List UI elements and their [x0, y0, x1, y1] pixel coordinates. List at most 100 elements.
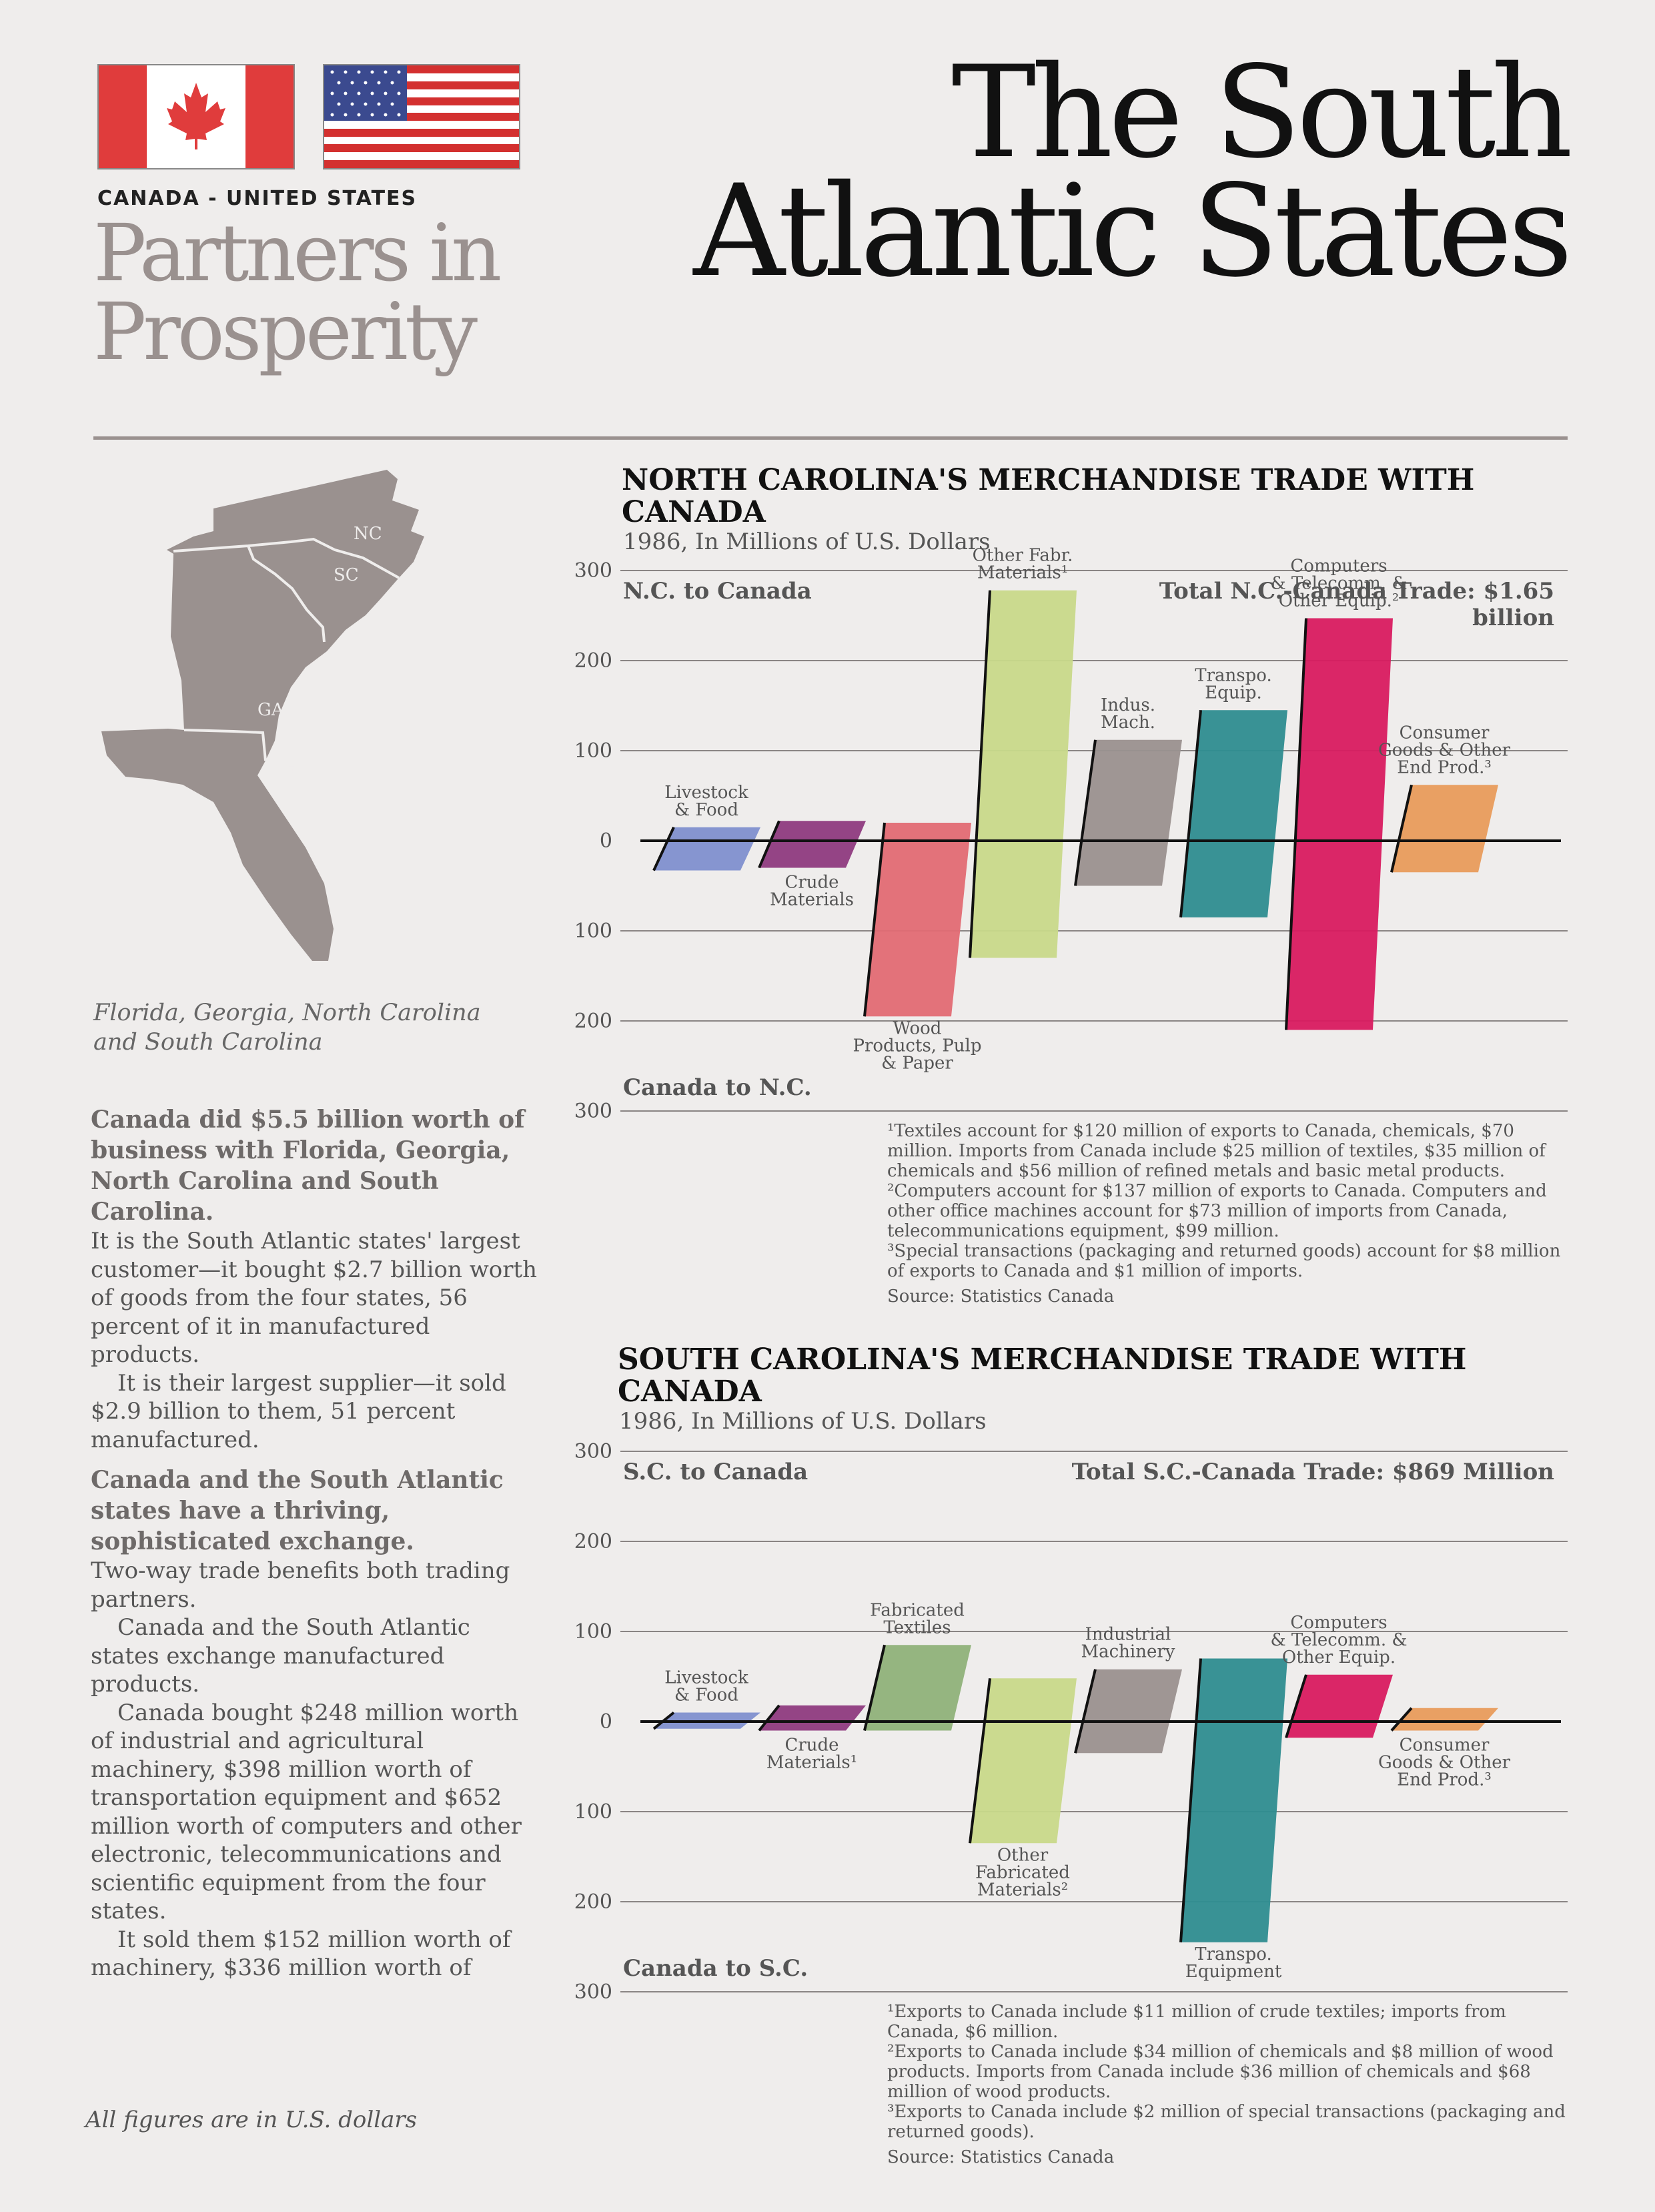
- category-label-line: Crude: [784, 873, 839, 893]
- y-tick-label: 300: [574, 1440, 612, 1463]
- partners-line-1: Partners in: [93, 207, 502, 299]
- map-caption-line-1: Florida, Georgia, North Carolina: [93, 1000, 481, 1026]
- category-label-line: Other: [997, 1845, 1049, 1865]
- bars: [652, 590, 1498, 1030]
- category-label-line: Machinery: [1081, 1642, 1175, 1662]
- y-tick-label: 200: [574, 1530, 612, 1553]
- bar: [1075, 1669, 1182, 1754]
- category-label-line: & Food: [674, 1686, 738, 1706]
- footnote: ¹Textiles account for $120 million of ex…: [887, 1121, 1546, 1181]
- category-label-line: Industrial: [1085, 1625, 1171, 1645]
- bar: [759, 1705, 866, 1731]
- body-paragraph: It is the South Atlantic states' largest…: [91, 1228, 538, 1368]
- chart-footnotes: ¹Exports to Canada include $11 million o…: [887, 2002, 1574, 2167]
- bar-edge: [863, 822, 886, 1017]
- category-label-line: & Food: [674, 800, 738, 820]
- category-label: Crude Materials¹: [766, 1736, 857, 1773]
- category-label-line: Goods & Other: [1378, 1753, 1511, 1773]
- y-tick-label: 100: [574, 919, 612, 943]
- category-label-line: Materials¹: [977, 563, 1068, 583]
- body-paragraph: Canada and the South Atlantic states exc…: [91, 1614, 470, 1698]
- y-tick-label: 300: [574, 559, 612, 583]
- category-label-line: Equip.: [1205, 683, 1262, 703]
- footnote: ³Special transactions (packaging and ret…: [887, 1241, 1561, 1281]
- category-label-line: End Prod.³: [1397, 757, 1492, 777]
- partners-line-2: Prosperity: [93, 286, 478, 378]
- body-paragraph: Two-way trade benefits both trading part…: [91, 1557, 510, 1613]
- category-label-line: Consumer: [1400, 1736, 1490, 1756]
- y-tick-label: 0: [600, 829, 612, 853]
- category-label: Transpo. Equipment: [1185, 1944, 1282, 1982]
- bar-edge: [1179, 1658, 1202, 1942]
- lower-direction-label: Canada to S.C.: [623, 1955, 808, 1982]
- upper-direction-label: S.C. to Canada: [623, 1459, 808, 1485]
- category-label-line: Consumer: [1400, 723, 1490, 743]
- bar: [1181, 710, 1287, 917]
- category-label: Livestock & Food: [664, 783, 748, 820]
- category-label: Computers & Telecomm. & Other Equip.: [1270, 1613, 1407, 1668]
- category-label: Consumer Goods & Other End Prod.³: [1378, 723, 1511, 777]
- footnote: ²Computers account for $137 million of e…: [887, 1181, 1547, 1241]
- body-paragraph: It sold them $152 million worth of machi…: [91, 1926, 511, 1982]
- category-label-line: Indus.: [1101, 695, 1155, 715]
- bar-edge: [1285, 618, 1307, 1030]
- body-paragraph: Canada bought $248 million worth of indu…: [91, 1699, 522, 1925]
- y-tick-label: 300: [574, 1100, 612, 1123]
- footnote: ³Exports to Canada include $2 million of…: [887, 2102, 1566, 2142]
- category-label-line: & Telecomm. &: [1270, 574, 1407, 594]
- bar-edge: [1074, 1669, 1097, 1754]
- category-label: Transpo. Equip.: [1195, 665, 1271, 703]
- category-label: Consumer Goods & Other End Prod.³: [1378, 1736, 1511, 1790]
- chart-title: SOUTH CAROLINA'S MERCHANDISE TRADE WITH …: [618, 1343, 1467, 1409]
- category-label-line: Materials²: [977, 1880, 1068, 1900]
- body-heading-1: Canada did $5.5 billion worth of busines…: [91, 1106, 525, 1226]
- country-line: CANADA - UNITED STATES: [97, 187, 418, 210]
- bar-edge: [969, 1678, 991, 1844]
- bar-edge: [969, 590, 991, 958]
- category-label-line: & Paper: [881, 1053, 953, 1073]
- map-label-nc: NC: [354, 524, 382, 544]
- lower-direction-label: Canada to N.C.: [623, 1074, 812, 1101]
- y-tick-label: 200: [574, 1890, 612, 1914]
- page-title: The South Atlantic States: [693, 49, 1573, 295]
- category-label-line: Materials¹: [766, 1753, 857, 1773]
- partners-heading: Partners in Prosperity: [93, 207, 502, 378]
- bar-edge: [1179, 710, 1202, 917]
- chart-subtitle: 1986, In Millions of U.S. Dollars: [623, 528, 991, 555]
- category-label: Crude Materials: [770, 873, 854, 910]
- category-label-line: Crude: [784, 1736, 839, 1756]
- total-trade-label: billion: [1472, 605, 1554, 631]
- category-label-line: Livestock: [664, 1668, 748, 1688]
- bar: [865, 1645, 971, 1731]
- category-label-line: Computers: [1290, 1613, 1387, 1633]
- category-label-line: Other Equip.²: [1279, 591, 1400, 611]
- category-label-line: Textiles &: [979, 547, 1067, 548]
- category-label-line: End Prod.³: [1397, 1770, 1492, 1790]
- bar-edge: [758, 820, 780, 869]
- bar: [970, 1678, 1077, 1844]
- body-paragraph: It is their largest supplier—it sold $2.…: [91, 1369, 506, 1453]
- y-tick-label: 200: [574, 1010, 612, 1033]
- bar-edge: [1390, 784, 1413, 873]
- footer-note: All figures are in U.S. dollars: [85, 2107, 418, 2133]
- chart-subtitle: 1986, In Millions of U.S. Dollars: [619, 1408, 987, 1435]
- chart-source: Source: Statistics Canada: [887, 1286, 1115, 1307]
- usa-flag-icon: [323, 64, 520, 169]
- category-label-line: Fabricated: [870, 1600, 965, 1620]
- total-trade-label: Total N.C.-Canada Trade: $1.65: [1159, 578, 1554, 605]
- category-label-line: & Telecomm. &: [1270, 1630, 1407, 1650]
- bar-edge: [1074, 739, 1097, 886]
- bar-edge: [758, 1704, 780, 1732]
- category-label-line: Products, Pulp: [853, 1036, 981, 1056]
- category-label: Computers & Telecomm. & Other Equip.²: [1270, 557, 1407, 611]
- bar-edge: [1285, 1674, 1307, 1738]
- category-label-line: Goods & Other: [1378, 740, 1511, 760]
- bar: [654, 827, 760, 871]
- canada-flag-icon: [97, 64, 295, 169]
- category-label-line: Fabricated: [975, 1862, 1070, 1882]
- body-text: Canada did $5.5 billion worth of busines…: [91, 1104, 544, 1982]
- category-label: Other Fabricated Materials²: [975, 1845, 1070, 1900]
- category-label-line: Equipment: [1185, 1962, 1282, 1982]
